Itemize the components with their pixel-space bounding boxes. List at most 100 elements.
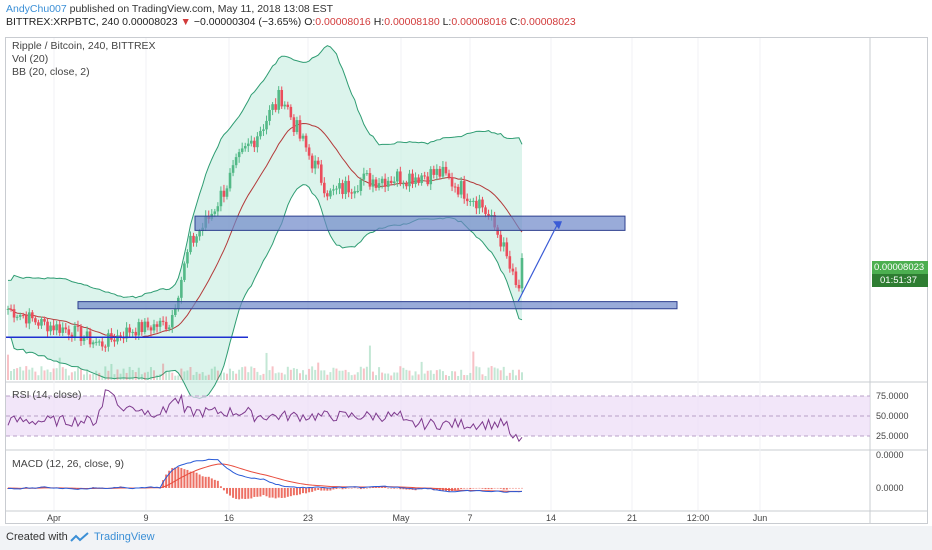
macd-hist-bar [347,487,350,489]
volume-bar [168,370,171,380]
candle-body [283,104,287,107]
volume-bar [213,366,216,380]
candle-body [125,327,128,339]
author-link[interactable]: AndyChu007 [6,3,67,15]
volume-bar [128,366,131,380]
volume-bar [119,373,122,380]
macd-hist-bar [371,487,374,488]
candle-body [496,227,499,235]
macd-hist-bar [432,487,435,491]
volume-bar [125,372,128,380]
volume-bar [265,352,268,380]
last-price-tag: 0.00008023 [872,261,928,274]
candle-body [82,337,86,342]
chart-canvas[interactable]: 0.000110000.000105000.000100000.00009500… [0,0,932,526]
volume-bar [140,374,143,380]
candle-body [511,268,515,272]
volume-bar [192,374,195,380]
volume-bar [423,373,426,380]
candle-body [31,312,34,319]
volume-bar [180,368,183,380]
volume-bar [353,374,356,380]
vol-legend: Vol (20) [12,53,49,65]
volume-bar [19,366,22,380]
volume-bar [441,371,444,380]
macd-hist-bar [204,476,207,488]
volume-bar [502,366,505,380]
candle-body [392,181,396,184]
candle-body [79,326,83,342]
macd-hist-bar [241,487,244,499]
macd-legend: MACD (12, 26, close, 9) [12,458,125,470]
volume-bar [198,373,201,380]
candle-body [49,325,52,332]
candle-body [15,316,19,318]
macd-hist-bar [253,487,256,497]
volume-bar [131,370,134,380]
volume-bar [40,366,43,380]
macd-hist-bar [365,487,368,489]
macd-hist-bar [256,487,259,497]
tradingview-logo-icon[interactable] [70,531,90,549]
candle-body [371,179,375,187]
volume-bar [49,372,52,380]
volume-bar [396,372,399,380]
macd-hist-bar [219,486,222,488]
candle-body [143,321,147,333]
tradingview-link[interactable]: TradingView [94,531,155,543]
volume-bar [323,370,326,380]
candle-body [341,183,344,195]
candle-body [377,183,381,188]
bar-countdown-tag: 01:51:37 [872,274,928,287]
macd-hist-bar [250,487,253,499]
macd-hist-bar [338,487,341,489]
macd-hist-bar [350,487,353,489]
candle-body [435,168,439,175]
candle-body [243,146,247,149]
candle-body [46,321,49,332]
volume-bar [247,372,250,380]
volume-bar [414,371,417,380]
candle-body [347,180,350,193]
rsi-legend: RSI (14, close) [12,389,82,401]
candle-body [259,130,262,137]
rsi-tick-label: 50.0000 [876,411,909,421]
macd-hist-bar [189,471,192,488]
arrow-head-icon [553,221,562,230]
macd-hist-bar [466,487,469,489]
volume-bar [359,366,362,380]
volume-bar [210,368,213,380]
volume-bar [365,366,368,380]
volume-bar [472,351,475,380]
volume-bar [411,375,414,380]
volume-bar [356,372,359,380]
candle-body [323,182,326,194]
candle-body [353,191,357,194]
macd-hist-bar [271,487,274,498]
volume-bar [475,366,478,380]
chart-title-legend: Ripple / Bitcoin, 240, BITTREX [12,40,156,52]
macd-hist-bar [162,480,165,488]
volume-bar [104,366,107,380]
candle-body [43,319,46,322]
candle-body [426,176,430,185]
macd-hist-bar [213,479,216,488]
volume-bar [116,369,119,380]
candle-body [447,173,451,178]
candle-body [52,325,55,331]
volume-bar [232,371,235,380]
candle-body [37,322,40,326]
volume-bar [368,345,371,380]
volume-bar [89,374,92,380]
macd-hist-bar [305,487,308,494]
volume-bar [83,374,86,380]
macd-hist-bar [396,487,399,489]
macd-hist-bar [259,487,262,497]
candle-body [225,188,229,197]
volume-bar [329,372,332,380]
candle-body [119,335,122,338]
macd-hist-bar [368,487,371,489]
candle-body [423,175,426,177]
volume-bar [73,371,76,380]
candle-body [380,178,384,184]
